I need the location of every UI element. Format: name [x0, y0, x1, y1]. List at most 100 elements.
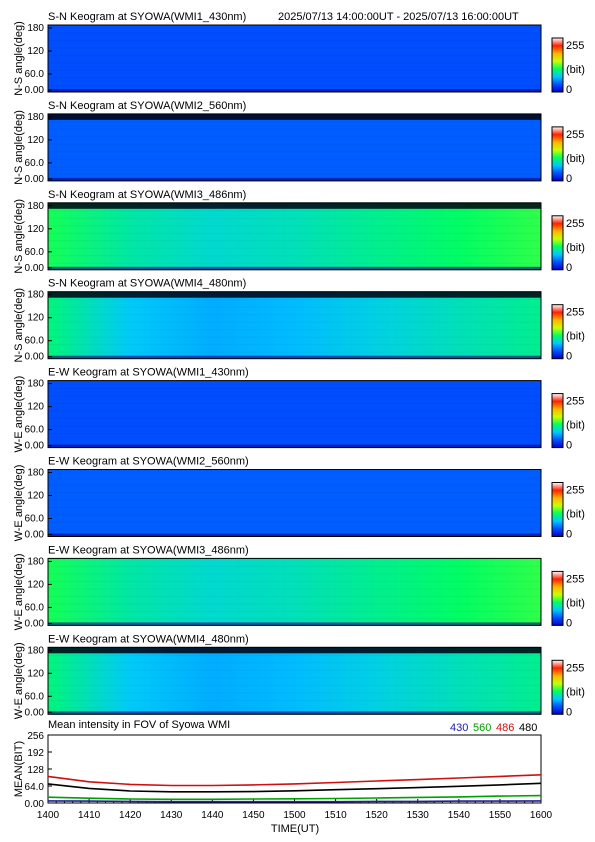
y-tick-label: 60.0	[25, 69, 45, 80]
y-tick-label: 180	[27, 468, 44, 479]
keogram-panel: S-N Keogram at SYOWA(WMI4_480nm) 180 120 60…	[13, 278, 585, 363]
colorbar-min-label: 0	[566, 617, 572, 629]
y-tick-label: 60.0	[25, 247, 45, 258]
chart-y-axis-label: MEAN(BIT)	[13, 741, 25, 797]
y-axis-label: N-S angle(deg)	[13, 199, 25, 274]
y-axis-label: N-S angle(deg)	[13, 288, 25, 363]
y-tick-label: 0.00	[25, 707, 45, 718]
mean-intensity-chart: Mean intensity in FOV of Syowa WMI 430 560…	[13, 719, 553, 835]
y-tick-label: 0.00	[25, 85, 45, 96]
y-tick-label: 60.0	[25, 602, 45, 613]
keogram-title: E-W Keogram at SYOWA(WMI1_430nm)	[48, 367, 249, 379]
x-tick-label: 1510	[324, 810, 347, 821]
keogram-panel: S-N Keogram at SYOWA(WMI3_486nm) 180 120 60…	[13, 189, 585, 274]
y-tick-label: 64.0	[25, 782, 45, 793]
keogram-panel: E-W Keogram at SYOWA(WMI3_486nm) 180 120 60…	[13, 544, 585, 630]
keogram-image	[48, 113, 541, 181]
colorbar-max-label: 255	[566, 485, 584, 497]
y-tick-label: 180	[27, 645, 44, 656]
keogram-image	[48, 647, 541, 715]
legend-entry: 430	[450, 722, 468, 734]
keogram-image	[48, 291, 541, 359]
y-axis-label: N-S angle(deg)	[13, 110, 25, 185]
colorbar-unit-label: (bit)	[566, 64, 585, 76]
y-tick-label: 0.00	[25, 174, 45, 185]
keogram-image	[48, 25, 541, 92]
x-tick-label: 1440	[201, 810, 224, 821]
colorbar-unit-label: (bit)	[566, 153, 585, 165]
y-tick-label: 192	[27, 748, 44, 759]
y-tick-label: 256	[27, 731, 44, 742]
y-tick-label: 0.00	[25, 441, 45, 452]
y-tick-label: 0.00	[25, 352, 45, 363]
colorbar	[551, 37, 564, 93]
x-tick-label: 1400	[37, 810, 60, 821]
y-tick-label: 120	[27, 224, 44, 235]
y-tick-label: 120	[27, 579, 44, 590]
colorbar	[551, 482, 564, 537]
colorbar-max-label: 255	[566, 662, 584, 674]
x-tick-label: 1540	[448, 810, 471, 821]
y-tick-label: 0.00	[25, 263, 45, 274]
colorbar-unit-label: (bit)	[566, 420, 585, 432]
keogram-title: E-W Keogram at SYOWA(WMI3_486nm)	[48, 544, 249, 556]
colorbar-min-label: 0	[566, 173, 572, 185]
colorbar-unit-label: (bit)	[566, 242, 585, 254]
colorbar-max-label: 255	[566, 307, 584, 319]
y-tick-label: 120	[27, 313, 44, 324]
colorbar-unit-label: (bit)	[566, 331, 585, 343]
y-tick-label: 60.0	[25, 691, 45, 702]
colorbar-max-label: 255	[566, 573, 584, 585]
keogram-image	[48, 202, 541, 270]
x-tick-label: 1600	[530, 810, 553, 821]
x-tick-label: 1430	[160, 810, 183, 821]
y-tick-label: 180	[27, 379, 44, 390]
colorbar-max-label: 255	[566, 40, 584, 52]
x-tick-label: 1530	[407, 810, 430, 821]
keogram-panel: E-W Keogram at SYOWA(WMI2_560nm) 180 120 60…	[13, 456, 585, 542]
chart-title: Mean intensity in FOV of Syowa WMI	[48, 719, 230, 731]
y-tick-label: 128	[27, 765, 44, 776]
colorbar	[551, 304, 564, 360]
y-tick-label: 120	[27, 668, 44, 679]
y-tick-label: 60.0	[25, 425, 45, 436]
series-line	[47, 794, 542, 801]
x-tick-label: 1410	[78, 810, 101, 821]
colorbar-min-label: 0	[566, 529, 572, 541]
legend-entry: 486	[496, 722, 514, 734]
keogram-image	[48, 469, 541, 537]
y-tick-label: 60.0	[25, 514, 45, 525]
y-tick-label: 120	[27, 135, 44, 146]
y-tick-label: 120	[27, 491, 44, 502]
colorbar-min-label: 0	[566, 84, 572, 96]
keogram-title: E-W Keogram at SYOWA(WMI2_560nm)	[48, 456, 249, 468]
keogram-panel: E-W Keogram at SYOWA(WMI1_430nm) 180 120 60…	[13, 367, 585, 453]
x-tick-label: 1550	[489, 810, 512, 821]
x-tick-label: 1420	[119, 810, 142, 821]
colorbar-max-label: 255	[566, 396, 584, 408]
colorbar	[551, 393, 564, 449]
keogram-image	[48, 558, 541, 626]
y-axis-label: W-E angle(deg)	[13, 642, 25, 719]
keogram-image	[48, 380, 541, 448]
keogram-panel: S-N Keogram at SYOWA(WMI1_430nm) 180 120 60…	[13, 11, 585, 96]
colorbar-min-label: 0	[566, 706, 572, 718]
colorbar	[551, 215, 564, 271]
y-tick-label: 180	[27, 556, 44, 567]
series-line	[47, 774, 542, 787]
y-tick-label: 180	[27, 290, 44, 301]
x-tick-label: 1520	[366, 810, 389, 821]
y-tick-label: 120	[27, 46, 44, 57]
colorbar-unit-label: (bit)	[566, 686, 585, 698]
y-axis-label: W-E angle(deg)	[13, 553, 25, 630]
y-tick-label: 180	[27, 112, 44, 123]
y-axis-label: W-E angle(deg)	[13, 376, 25, 453]
keogram-title: E-W Keogram at SYOWA(WMI4_480nm)	[48, 633, 249, 645]
colorbar-min-label: 0	[566, 440, 572, 452]
chart-x-axis-label: TIME(UT)	[271, 823, 319, 835]
chart-frame	[47, 734, 542, 804]
y-axis-label: W-E angle(deg)	[13, 465, 25, 542]
colorbar-unit-label: (bit)	[566, 597, 585, 609]
y-tick-label: 180	[27, 201, 44, 212]
